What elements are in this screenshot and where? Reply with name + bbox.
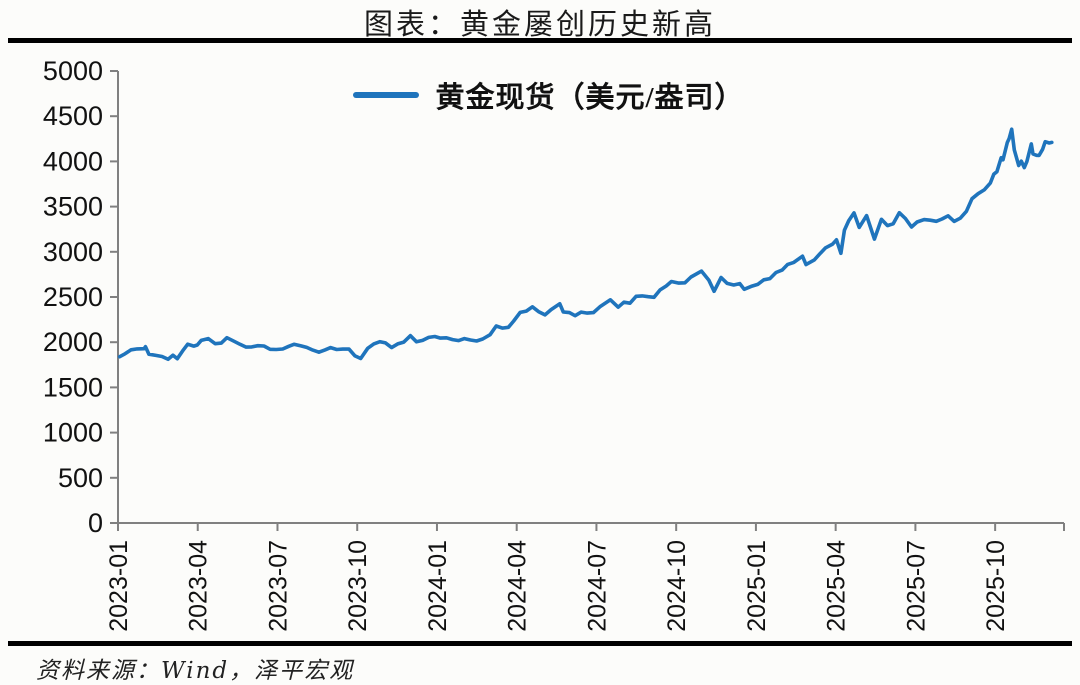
- y-tick-label: 2500: [43, 282, 103, 312]
- source-note: 资料来源：Wind，泽平宏观: [36, 658, 355, 684]
- x-tick-label: 2025-01: [743, 540, 771, 632]
- x-tick-label: 2025-04: [823, 540, 851, 632]
- y-tick-label: 3500: [43, 192, 103, 222]
- x-tick-label: 2025-07: [902, 540, 930, 632]
- y-tick-label: 0: [88, 508, 103, 538]
- x-tick-label: 2023-01: [105, 540, 133, 632]
- bottom-divider: [8, 641, 1072, 646]
- x-tick-label: 2024-01: [424, 540, 452, 632]
- x-tick-label: 2024-10: [663, 540, 691, 632]
- y-tick-label: 1500: [43, 372, 103, 402]
- y-tick-label: 2000: [43, 327, 103, 357]
- x-tick-label: 2024-04: [504, 540, 532, 632]
- y-tick-label: 1000: [43, 418, 103, 448]
- legend-line-swatch: [353, 92, 420, 98]
- gold-price-line: [117, 127, 1054, 362]
- chart-title: 图表：黄金屡创历史新高: [363, 9, 716, 41]
- axis-lines: [117, 71, 1064, 524]
- x-tick-label: 2025-10: [982, 540, 1010, 632]
- legend-entry: 黄金现货（美元/盎司）: [353, 74, 744, 116]
- y-tick-label: 4500: [43, 101, 103, 131]
- x-tick-label: 2023-07: [264, 540, 292, 632]
- legend-label: 黄金现货（美元/盎司）: [435, 82, 745, 114]
- chart-legend: 黄金现货（美元/盎司）: [0, 74, 1080, 116]
- x-tick-label: 2023-04: [185, 540, 213, 632]
- top-divider: [8, 38, 1072, 43]
- y-tick-label: 5000: [43, 56, 103, 86]
- x-tick-label: 2023-10: [344, 540, 372, 632]
- y-tick-label: 500: [58, 463, 103, 493]
- y-tick-label: 4000: [43, 146, 103, 176]
- y-tick-label: 3000: [43, 237, 103, 267]
- x-tick-label: 2024-07: [583, 540, 611, 632]
